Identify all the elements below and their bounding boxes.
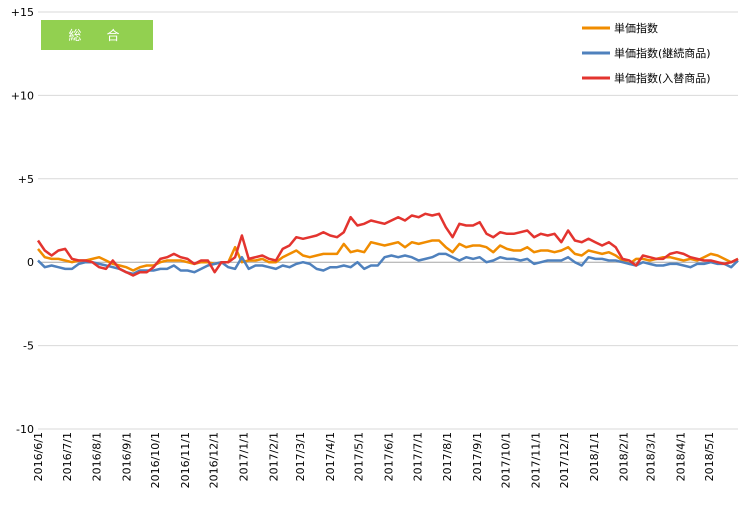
legend-label: 単価指数(継続商品) (614, 46, 711, 60)
badge: 総 合 (41, 20, 153, 50)
series-lines (36, 212, 739, 277)
x-tick-label: 2017/3/1 (294, 432, 307, 481)
y-tick-label: -10 (16, 423, 34, 436)
x-tick-label: 2017/12/1 (558, 432, 571, 488)
x-tick-label: 2017/6/1 (382, 432, 395, 481)
x-tick-label: 2017/5/1 (353, 432, 366, 481)
x-tick-label: 2016/11/1 (179, 432, 192, 488)
x-tick-label: 2017/2/1 (267, 432, 280, 481)
y-tick-label: +15 (11, 6, 34, 19)
x-tick-label: 2016/12/1 (208, 432, 221, 488)
x-tick-label: 2017/1/1 (237, 432, 250, 481)
x-tick-label: 2016/7/1 (61, 432, 74, 481)
x-tick-label: 2018/3/1 (645, 432, 658, 481)
x-tick-label: 2018/5/1 (703, 432, 716, 481)
y-tick-label: +10 (11, 89, 34, 102)
x-tick-label: 2017/11/1 (529, 432, 542, 488)
x-tick-labels: 2016/6/1 2016/7/1 2016/8/1 2016/9/1 2016/10/… (32, 432, 716, 488)
x-tick-label: 2017/10/1 (500, 432, 513, 488)
x-tick-label: 2017/4/1 (324, 432, 337, 481)
y-tick-labels: +15 +10 +5 0 -5 -10 (11, 6, 34, 436)
x-tick-label: 2018/1/1 (588, 432, 601, 481)
x-tick-label: 2016/10/1 (149, 432, 162, 488)
y-tick-label: +5 (18, 173, 34, 186)
badge-label: 総 合 (68, 29, 125, 44)
x-tick-label: 2017/7/1 (411, 432, 424, 481)
legend-label: 単価指数 (614, 21, 658, 35)
y-tick-label: 0 (27, 256, 34, 269)
x-tick-label: 2018/4/1 (674, 432, 687, 481)
x-tick-label: 2016/8/1 (91, 432, 104, 481)
x-tick-label: 2017/9/1 (471, 432, 484, 481)
x-tick-label: 2017/8/1 (441, 432, 454, 481)
x-tick-label: 2016/6/1 (32, 432, 45, 481)
y-tick-label: -5 (23, 340, 34, 353)
series-line-2 (37, 252, 739, 276)
series-line-3 (36, 212, 739, 277)
grid-lines (38, 11, 738, 430)
x-tick-label: 2016/9/1 (120, 432, 133, 481)
legend-label: 単価指数(入替商品) (614, 71, 711, 85)
badge-background (41, 20, 153, 50)
x-tick-label: 2018/2/1 (618, 432, 631, 481)
